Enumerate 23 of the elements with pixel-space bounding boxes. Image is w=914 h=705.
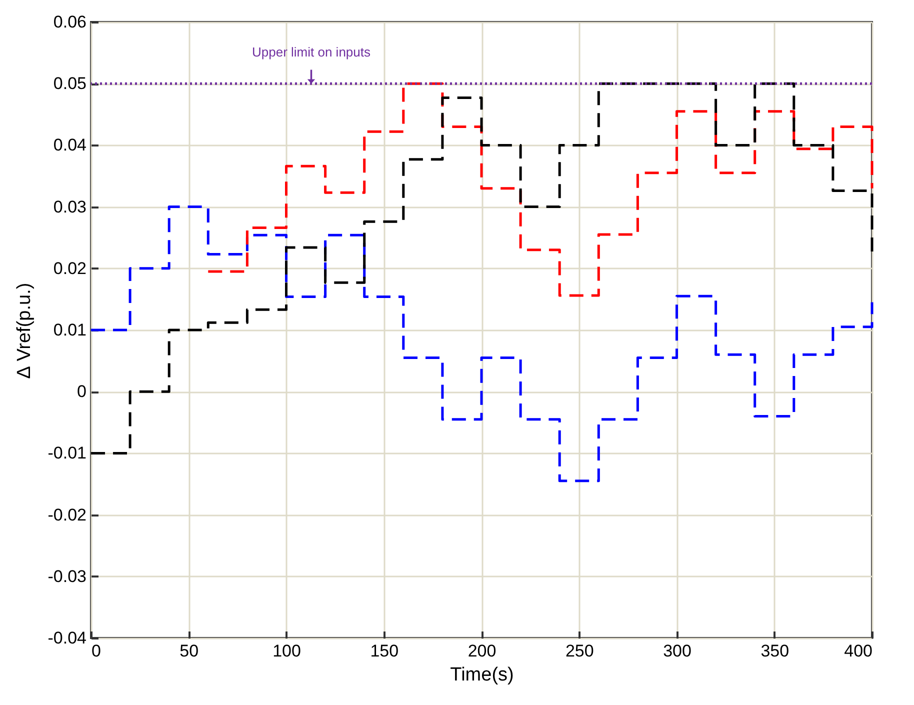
y-tick-label: -0.03 — [48, 566, 86, 586]
y-tick-label: -0.02 — [48, 505, 86, 524]
x-tick-label: 150 — [370, 642, 399, 660]
y-tick-label: 0.03 — [53, 197, 86, 216]
y-tick-label: 0.02 — [53, 258, 86, 278]
x-tick-label: 0 — [92, 642, 101, 660]
y-tick-label: -0.04 — [48, 628, 86, 648]
x-tick-label: 250 — [565, 642, 594, 660]
x-axis-title: Time(s) — [450, 664, 514, 686]
y-tick-label: -0.01 — [48, 444, 86, 463]
y-tick-label: 0.04 — [53, 136, 86, 155]
ref-line-label: Upper limit on inputs — [252, 44, 371, 60]
x-tick-label: 100 — [272, 642, 301, 660]
y-tick-label: 0 — [77, 382, 86, 402]
y-tick-label: 0.06 — [53, 12, 86, 32]
y-axis-title: ∆ Vref(p.u.) — [14, 282, 35, 378]
x-tick-label: 50 — [180, 642, 199, 660]
x-tick-label: 200 — [468, 642, 496, 660]
x-tick-label: 350 — [760, 642, 790, 660]
x-tick-label: 400 — [844, 642, 872, 660]
x-tick-label: 300 — [663, 642, 692, 660]
y-tick-label: 0.01 — [53, 320, 86, 340]
y-tick-label: 0.05 — [53, 74, 86, 94]
